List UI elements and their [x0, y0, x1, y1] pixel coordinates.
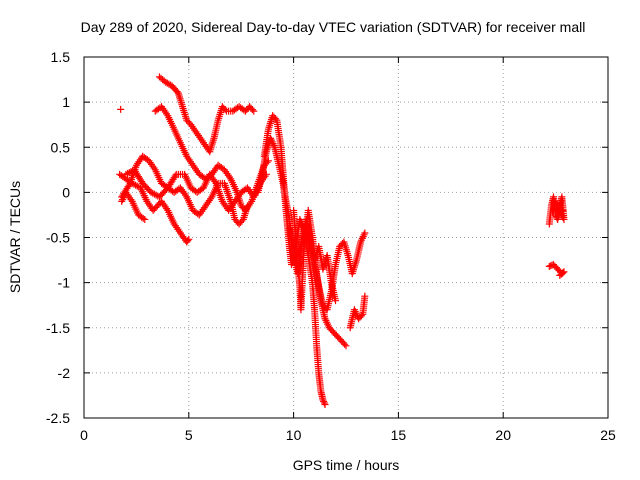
data-point — [185, 235, 193, 243]
y-tick-label: 1 — [62, 94, 70, 110]
x-axis-label: GPS time / hours — [293, 457, 400, 473]
data-point — [117, 105, 125, 113]
y-tick-label: 0 — [62, 184, 70, 200]
y-tick-label: -1 — [58, 275, 71, 291]
data-point — [321, 400, 329, 408]
data-point — [320, 399, 328, 407]
x-tick-label: 15 — [391, 427, 407, 443]
series-satellite-11 — [285, 220, 340, 305]
data-point — [171, 172, 179, 180]
y-tick-label: -1.5 — [46, 320, 70, 336]
x-tick-label: 5 — [185, 427, 193, 443]
series-satellite-10 — [346, 292, 369, 332]
data-point — [184, 237, 192, 245]
data-point — [342, 342, 350, 350]
data-point — [559, 206, 567, 214]
x-tick-label: 25 — [600, 427, 616, 443]
data-point — [250, 107, 258, 115]
data-point — [141, 215, 149, 223]
x-tick-label: 20 — [495, 427, 511, 443]
x-tick-label: 0 — [80, 427, 88, 443]
series-satellite-5 — [151, 103, 272, 214]
series-satellite-2 — [116, 170, 193, 246]
series-satellite-1 — [117, 105, 149, 223]
data-marks — [116, 73, 568, 408]
data-point — [361, 292, 369, 300]
y-tick-label: 0.5 — [51, 139, 71, 155]
data-point — [271, 115, 279, 123]
data-point — [332, 297, 340, 305]
data-point — [341, 340, 349, 348]
data-point — [357, 312, 365, 320]
y-tick-label: -2.5 — [46, 410, 70, 426]
data-point — [139, 214, 147, 222]
data-point — [221, 106, 229, 114]
series-satellite-6 — [155, 73, 258, 156]
data-point — [154, 192, 162, 200]
data-point — [320, 397, 328, 405]
series-satellite-13 — [545, 261, 568, 279]
y-tick-label: -2 — [58, 365, 71, 381]
data-point — [557, 270, 565, 278]
data-point — [248, 106, 256, 114]
data-point — [125, 181, 133, 189]
series-satellite-12 — [545, 193, 568, 228]
data-point — [361, 229, 369, 237]
data-point — [556, 271, 564, 279]
x-tick-label: 10 — [286, 427, 302, 443]
y-tick-label: 1.5 — [51, 49, 71, 65]
tick-layer: 0 5 10 15 20 25 -2.5 -2 -1.5 -1 -0.5 0 0.5 1 1.5 — [46, 49, 616, 443]
chart-title: Day 289 of 2020, Sidereal Day-to-day VTE… — [81, 19, 586, 35]
data-point — [319, 396, 327, 404]
y-tick-label: -0.5 — [46, 230, 70, 246]
y-axis-label: SDTVAR / TECUs — [7, 181, 23, 293]
grid-layer — [84, 57, 608, 418]
